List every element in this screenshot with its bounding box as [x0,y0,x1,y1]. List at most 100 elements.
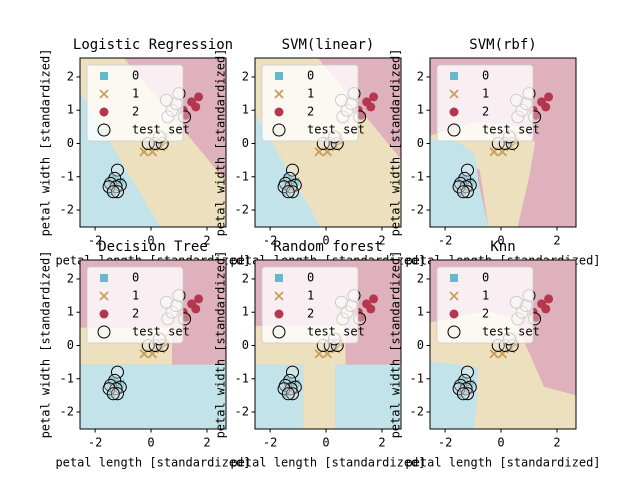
y-tick-label: -2 [410,405,424,419]
legend-label: 2 [482,105,489,119]
point [466,177,475,186]
y-tick-label: -2 [410,203,424,217]
legend-label: 1 [307,87,314,101]
axes-frame [254,259,402,430]
y-tick-label: 1 [67,103,74,117]
y-axis-label: petal width [standardized] [214,49,228,237]
x-tick-label: -2 [438,234,452,248]
legend-label: 0 [307,69,314,83]
legend-label: 1 [132,289,139,303]
legend-label: 1 [482,289,489,303]
test-point [110,185,124,199]
legend-label: 0 [482,69,489,83]
x-axis-label: petal length [standardized] [230,456,425,470]
test-point [106,387,120,401]
x-tick-label: 0 [322,234,329,248]
y-tick-label: 2 [242,271,249,285]
x-tick-label: -2 [88,436,102,450]
legend-marker [99,291,109,301]
y-tick-label: 2 [417,69,424,83]
legend-marker [274,291,284,301]
legend-marker [274,107,284,117]
test-point [281,387,295,401]
legend-marker [99,107,109,117]
legend-box [86,64,184,142]
point [369,294,379,304]
x-tick-label: 2 [553,234,560,248]
y-tick-label: 2 [67,271,74,285]
subplot-title: Logistic Regression [73,37,233,53]
legend: 0 1 2 test set [436,266,540,344]
y-tick-label: 0 [417,338,424,352]
y-tick-label: 1 [242,305,249,319]
subplot-title: SVM(rbf) [469,37,536,53]
point [288,386,297,395]
point [116,177,125,186]
y-tick-label: 0 [67,136,74,150]
legend-label: test set [482,123,540,137]
x-tick-label: 0 [322,436,329,450]
legend-label: 2 [482,307,489,321]
y-axis-label: petal width [standardized] [214,251,228,439]
subplot: -2 0 2 -2 -1 0 1 2 Decision Tree petal length [st… [39,239,251,470]
legend-box [436,64,534,142]
y-tick-label: 0 [67,338,74,352]
y-axis-label: petal width [standardized] [389,251,403,439]
legend-marker [272,325,286,339]
decision-region [255,113,321,227]
point [541,304,551,314]
subplot-title: Random forest [273,239,383,255]
y-tick-label: -1 [235,169,249,183]
test-point [285,163,299,177]
legend-label: 2 [132,307,139,321]
point [106,381,115,390]
point [463,386,472,395]
axes-frame [429,259,577,430]
x-tick-label: 2 [553,436,560,450]
x-tick-label: -2 [263,436,277,450]
point [541,102,551,112]
legend-marker [449,309,459,319]
legend-marker [274,309,284,319]
legend-marker [100,274,108,282]
point [106,179,115,188]
x-tick-label: 2 [378,234,385,248]
point [194,294,204,304]
test-point [110,163,124,177]
point [463,184,472,193]
x-tick-label: 0 [147,234,154,248]
point [281,381,290,390]
y-tick-label: -2 [235,203,249,217]
y-tick-label: 2 [417,271,424,285]
point [191,304,201,314]
test-point [285,185,299,199]
test-point [110,365,124,379]
point [116,379,125,388]
y-tick-label: 1 [67,305,74,319]
legend-box [261,266,359,344]
point [456,179,465,188]
legend-label: 0 [132,271,139,285]
axes-frame [79,57,227,228]
legend-marker [99,89,109,99]
legend-label: 2 [132,105,139,119]
x-tick-label: -2 [263,234,277,248]
y-tick-label: -2 [60,405,74,419]
legend-box [261,64,359,142]
legend-label: 1 [482,87,489,101]
legend: 0 1 2 test set [261,266,365,344]
legend-label: 0 [482,271,489,285]
y-tick-label: 1 [417,305,424,319]
y-tick-label: 0 [242,136,249,150]
x-tick-label: -2 [88,234,102,248]
legend-marker [450,274,458,282]
y-tick-label: -1 [60,371,74,385]
subplot: -2 0 2 -2 -1 0 1 2 Knn petal length [standardized… [389,239,601,470]
y-tick-label: 0 [242,338,249,352]
y-axis-label: petal width [standardized] [39,251,53,439]
test-point [285,365,299,379]
point [113,386,122,395]
